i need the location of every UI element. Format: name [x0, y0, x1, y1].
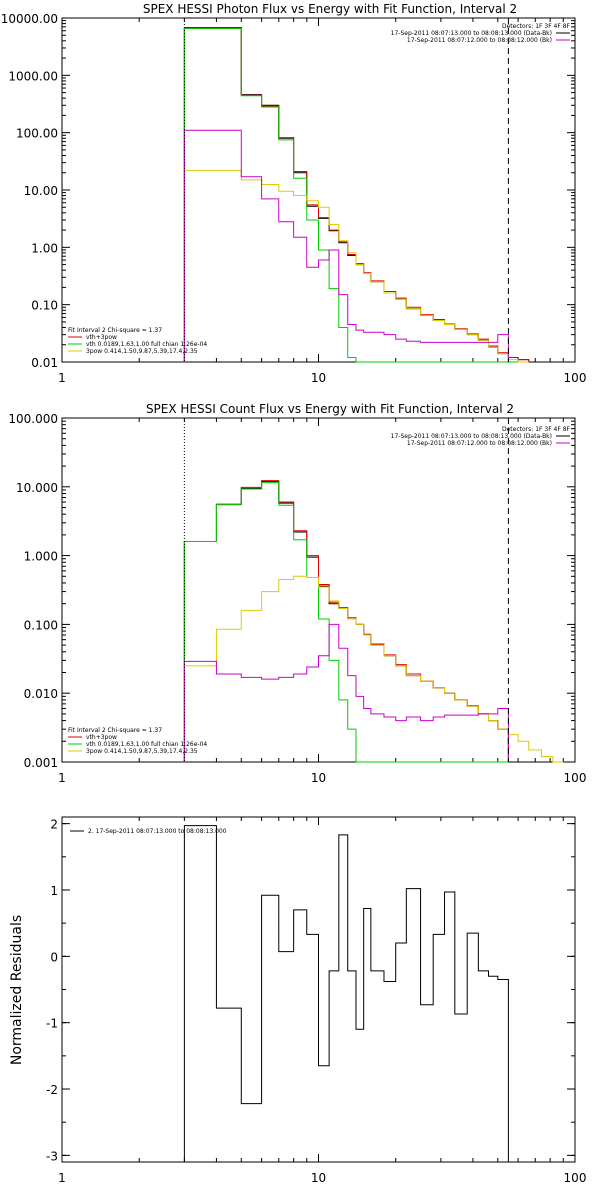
photon-x-tick-label: 1 [58, 371, 66, 385]
photon-legend-label: vth+3pow [86, 334, 117, 341]
residuals-panel: Normalized Residuals -3 -2 -1 0 1 2 1 10 100 2. 1… [9, 816, 587, 1185]
count-series-line [183, 480, 509, 762]
count-y-tick-label: 10.000 [16, 481, 58, 495]
residuals-y-tick-label: -3 [46, 1149, 58, 1163]
count-legend-label: vth 0.0189,1.63,1.00 full chian 1.26e-04 [86, 741, 207, 748]
residuals-y-tick-label: -1 [46, 1017, 58, 1031]
photon-flux-panel: SPEX HESSI Photon Flux vs Energy with Fi… [1, 2, 587, 385]
count-detectors-header: Detectors: 1F 3F 4F 8F [502, 426, 571, 433]
photon-y-tick-label: 1.00 [31, 241, 58, 255]
count-legend-label: vth+3pow [86, 734, 117, 741]
photon-y-tick-label: 10.00 [24, 184, 58, 198]
residuals-x-tick-label: 100 [564, 1171, 587, 1185]
residuals-y-axis-label: Normalized Residuals [9, 915, 25, 1065]
photon-legend-header: Fit Interval 2 Chi-square = 1.37 [68, 327, 162, 334]
count-series-line [183, 482, 509, 763]
count-x-tick-label: 10 [311, 771, 326, 785]
residuals-series-line [183, 825, 509, 1162]
count-x-tick-label: 100 [564, 771, 587, 785]
photon-detectors-header: Detectors: 1F 3F 4F 8F [502, 23, 571, 30]
count-interval-label: 17-Sep-2011 08:07:12.000 to 08:08:12.000… [407, 440, 552, 447]
photon-series-line [183, 169, 529, 363]
photon-x-tick-label: 100 [564, 371, 587, 385]
count-series-line [183, 480, 509, 762]
photon-interval-label: 17-Sep-2011 08:07:12.000 to 08:08:12.000… [407, 37, 552, 44]
photon-x-tick-label: 10 [311, 371, 326, 385]
count-series-line [183, 575, 564, 763]
photon-y-tick-label: 1000.00 [8, 69, 58, 83]
photon-plot-frame [61, 17, 576, 363]
count-flux-panel: SPEX HESSI Count Flux vs Energy with Fit… [8, 402, 586, 785]
photon-series-line [183, 27, 530, 362]
count-chart-title: SPEX HESSI Count Flux vs Energy with Fit… [146, 402, 514, 416]
count-x-tick-label: 1 [58, 771, 66, 785]
count-legend-header: Fit Interval 2 Chi-square = 1.37 [68, 727, 162, 734]
residuals-y-tick-label: 2 [50, 818, 58, 832]
residuals-y-tick-label: -2 [46, 1083, 58, 1097]
residuals-y-tick-label: 0 [50, 950, 58, 964]
count-y-tick-label: 100.000 [8, 412, 58, 426]
photon-series-line [183, 27, 530, 362]
photon-series-line [183, 129, 509, 362]
count-series-line [183, 623, 509, 762]
count-y-tick-label: 1.000 [24, 550, 58, 564]
count-y-tick-label: 0.010 [24, 687, 58, 701]
photon-legend-label: vth 0.0189,1.63,1.00 full chian 1.26e-04 [86, 341, 207, 348]
count-y-tick-label: 0.001 [24, 756, 58, 770]
residuals-x-tick-label: 10 [311, 1171, 326, 1185]
residuals-legend-label: 2. 17-Sep-2011 08:07:13.000 to 08:08:13.… [88, 828, 227, 835]
photon-legend-label: 3pow 0.414,1.50,9.87,5.39,17.4,2.35 [86, 348, 198, 355]
residuals-y-tick-label: 1 [50, 884, 58, 898]
photon-y-tick-label: 0.01 [31, 356, 58, 370]
count-interval-label: 17-Sep-2011 08:07:13.000 to 08:08:13.000… [391, 433, 552, 440]
count-legend-label: 3pow 0.414,1.50,9.87,5.39,17.4,2.35 [86, 748, 198, 755]
photon-y-tick-label: 0.10 [31, 299, 58, 313]
residuals-x-tick-label: 1 [58, 1171, 66, 1185]
count-y-tick-label: 0.100 [24, 618, 58, 632]
photon-interval-label: 17-Sep-2011 08:07:13.000 to 08:08:13.000… [391, 30, 552, 37]
photon-series-line [183, 27, 529, 363]
photon-chart-title: SPEX HESSI Photon Flux vs Energy with Fi… [143, 2, 517, 16]
photon-y-tick-label: 100.00 [16, 127, 58, 141]
photon-y-tick-label: 10000.00 [1, 12, 58, 26]
